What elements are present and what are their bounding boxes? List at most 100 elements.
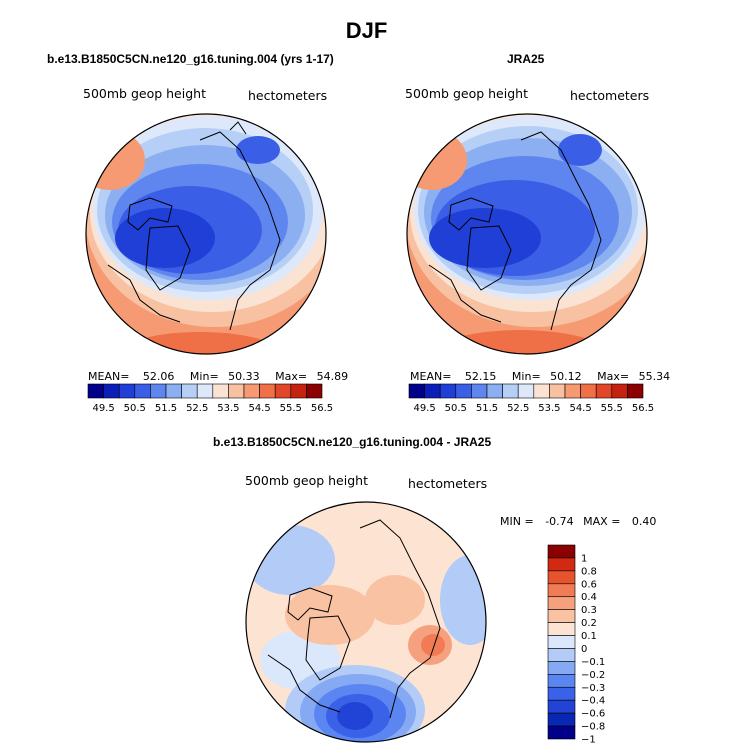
right-map-border	[406, 113, 648, 355]
colorbar-swatch	[547, 712, 576, 727]
colorbar-swatch	[547, 583, 576, 598]
right-max-label: Max=	[597, 370, 630, 383]
colorbar-swatch	[580, 383, 597, 399]
left-mean-value: 52.06	[142, 370, 175, 383]
diff-colorbar: 1 0.8 0.6 0.4 0.3 0.2 0.1 0 −0.1 −0.2 −0.3 −0.4 −0.6…	[547, 544, 605, 746]
colorbar-swatch	[547, 635, 576, 649]
diff-units-label: hectometers	[408, 476, 488, 491]
colorbar-swatch	[306, 383, 323, 399]
right-field-label: 500mb geop height	[405, 86, 528, 101]
diff-polar-map	[246, 502, 486, 742]
colorbar-swatch	[212, 383, 229, 399]
colorbar-swatch	[259, 383, 276, 399]
colorbar-swatch	[87, 383, 104, 399]
colorbar-swatch	[502, 383, 519, 399]
colorbar-swatch	[439, 383, 457, 399]
colorbar-swatch	[547, 686, 576, 701]
diff-max-value: 0.40	[631, 515, 657, 528]
colorbar-tick-label: 55.5	[601, 403, 623, 414]
colorbar-tick-label: 55.5	[280, 403, 302, 414]
colorbar-tick-label: 0.1	[581, 631, 597, 642]
diff-min-label: MIN =	[500, 515, 534, 528]
colorbar-tick-label: 54.5	[248, 403, 270, 414]
colorbar-tick-label: 51.5	[155, 403, 177, 414]
colorbar-tick-label: −1	[581, 735, 596, 746]
colorbar-tick-label: −0.6	[581, 709, 605, 720]
colorbar-tick-label: −0.1	[581, 657, 605, 668]
colorbar-swatch	[547, 648, 576, 662]
colorbar-tick-label: 50.5	[124, 403, 146, 414]
colorbar-tick-label: −0.4	[581, 696, 605, 707]
colorbar-swatch	[486, 383, 503, 399]
colorbar-swatch	[547, 596, 576, 610]
colorbar-swatch	[228, 383, 245, 399]
left-max-label: Max=	[275, 370, 308, 383]
left-stats: MEAN= 52.06 Min= 50.33 Max= 54.89	[88, 370, 348, 383]
colorbar-tick-label: 0.2	[581, 618, 597, 629]
right-mean-label: MEAN=	[410, 370, 452, 383]
right-panel-title: JRA25	[507, 52, 545, 66]
colorbar-tick-label: 52.5	[507, 403, 529, 414]
right-colorbar: 49.5 50.5 51.5 52.5 53.5 54.5 55.5 56.5	[408, 383, 654, 414]
colorbar-swatch	[150, 383, 167, 399]
colorbar-swatch	[243, 383, 260, 399]
colorbar-tick-label: 50.5	[445, 403, 467, 414]
left-polar-map	[86, 114, 326, 354]
colorbar-tick-label: 53.5	[217, 403, 239, 414]
colorbar-tick-label: 53.5	[538, 403, 560, 414]
colorbar-tick-label: 54.5	[569, 403, 591, 414]
left-map-border	[85, 113, 327, 355]
right-mean-value: 52.15	[464, 370, 497, 383]
right-units-label: hectometers	[570, 88, 650, 103]
colorbar-swatch	[547, 661, 576, 675]
colorbar-swatch	[595, 383, 613, 399]
colorbar-swatch	[627, 383, 644, 399]
right-polar-map	[407, 114, 647, 354]
left-units-label: hectometers	[248, 88, 328, 103]
colorbar-tick-label: −0.8	[581, 722, 605, 733]
right-stats: MEAN= 52.15 Min= 50.12 Max= 55.34	[410, 370, 670, 383]
left-min-value: 50.33	[228, 370, 260, 383]
colorbar-swatch	[564, 383, 581, 399]
colorbar-swatch	[533, 383, 550, 399]
colorbar-swatch	[547, 544, 576, 559]
colorbar-tick-label: 49.5	[92, 403, 114, 414]
colorbar-swatch	[103, 383, 120, 399]
colorbar-tick-label: 56.5	[632, 403, 654, 414]
colorbar-tick-label: 56.5	[311, 403, 333, 414]
colorbar-tick-label: −0.3	[581, 683, 605, 694]
colorbar-swatch	[196, 383, 214, 399]
diff-map-border	[245, 501, 487, 743]
left-colorbar: 49.5 50.5 51.5 52.5 53.5 54.5 55.5 56.5	[87, 383, 333, 414]
colorbar-swatch	[547, 622, 576, 636]
colorbar-tick-label: 49.5	[413, 403, 435, 414]
colorbar-swatch	[547, 609, 576, 623]
colorbar-swatch	[547, 725, 576, 740]
right-min-label: Min=	[511, 370, 541, 383]
colorbar-tick-label: 0.8	[581, 566, 597, 577]
colorbar-swatch	[547, 674, 576, 688]
colorbar-swatch	[549, 383, 566, 399]
colorbar-tick-label: 0.6	[581, 579, 597, 590]
right-max-value: 55.34	[638, 370, 671, 383]
colorbar-swatch	[274, 383, 292, 399]
colorbar-swatch	[408, 383, 425, 399]
colorbar-tick-label: 0	[581, 644, 587, 655]
diff-max-label: MAX =	[583, 515, 621, 528]
colorbar-swatch	[547, 570, 576, 585]
colorbar-tick-label: 1	[581, 553, 587, 564]
colorbar-swatch	[165, 383, 182, 399]
colorbar-swatch	[547, 699, 576, 714]
left-panel-title: b.e13.B1850C5CN.ne120_g16.tuning.004 (yr…	[47, 52, 334, 66]
colorbar-swatch	[471, 383, 488, 399]
colorbar-tick-label: 0.3	[581, 605, 597, 616]
diff-min-value: -0.74	[545, 515, 574, 528]
diff-stats: MIN = -0.74 MAX = 0.40	[500, 515, 656, 528]
right-min-value: 50.12	[550, 370, 582, 383]
colorbar-swatch	[118, 383, 136, 399]
left-field-label: 500mb geop height	[83, 86, 206, 101]
colorbar-swatch	[290, 383, 307, 399]
colorbar-tick-label: −0.2	[581, 670, 605, 681]
colorbar-tick-label: 52.5	[186, 403, 208, 414]
colorbar-tick-label: 51.5	[476, 403, 498, 414]
